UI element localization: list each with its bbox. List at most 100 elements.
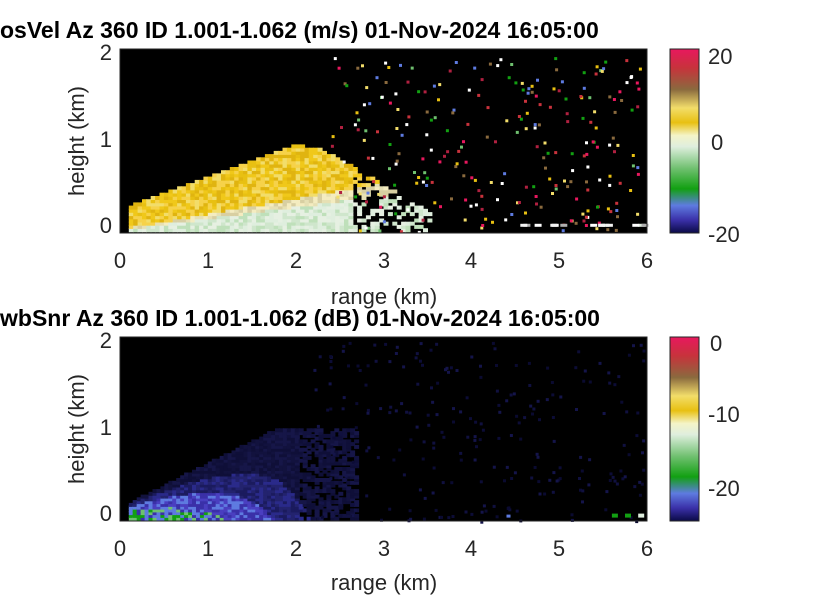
echo-cell (229, 186, 235, 191)
panel-1-xtick: 0 (114, 248, 126, 273)
snr-cell (235, 478, 241, 482)
echo-cell (295, 208, 301, 213)
snr-cell (251, 508, 257, 513)
noise-cell (554, 57, 558, 61)
snr-cell (354, 458, 360, 463)
snr-cell (354, 516, 360, 521)
snr-cell (294, 455, 300, 460)
snr-noise-cell (479, 375, 483, 379)
snr-cell (350, 472, 356, 477)
echo-cell (168, 228, 174, 233)
noise-cell (477, 93, 481, 97)
echo-cell (273, 192, 279, 197)
echo-cell (405, 221, 411, 226)
noise-cell (372, 180, 376, 184)
snr-cell (271, 461, 277, 466)
snr-cell (334, 508, 340, 513)
snr-cell (310, 439, 316, 444)
echo-cell (168, 215, 174, 220)
snr-cell (231, 458, 237, 463)
snr-cell (350, 480, 356, 485)
snr-cell (172, 491, 178, 496)
echo-cell (243, 208, 248, 213)
panel-1-xtick: 4 (465, 248, 477, 273)
snr-cell (259, 475, 265, 480)
echo-cell (194, 212, 200, 217)
noise-cell (417, 230, 421, 234)
noise-cell (548, 177, 552, 181)
echo-cell (234, 179, 240, 184)
snr-cell (180, 483, 186, 488)
snr-cell (322, 513, 328, 518)
snr-cell (346, 511, 352, 516)
echo-cell (313, 150, 319, 155)
echo-cell (423, 212, 428, 217)
snr-cell (235, 467, 241, 471)
snr-noise-cell (638, 480, 642, 484)
snr-noise-cell (452, 407, 455, 411)
echo-cell (221, 212, 226, 217)
echo-cell (163, 199, 169, 204)
snr-noise-cell (577, 350, 581, 354)
echo-cell (190, 215, 196, 220)
snr-cell (239, 505, 245, 510)
snr-cell (219, 472, 225, 477)
echo-cell (273, 218, 279, 223)
snr-noise-cell (329, 360, 333, 363)
echo-cell (344, 186, 349, 191)
snr-cell (354, 464, 360, 469)
noise-cell (425, 133, 429, 137)
snr-cell (342, 439, 348, 444)
snr-cell (176, 478, 182, 482)
snr-cell (199, 491, 205, 496)
echo-cell (295, 199, 301, 204)
echo-cell (181, 202, 187, 207)
snr-cell (172, 505, 178, 510)
snr-cell (223, 453, 229, 458)
echo-cell (177, 189, 183, 194)
snr-noise-cell (421, 363, 424, 367)
snr-cell (267, 502, 273, 507)
snr-cell (338, 513, 344, 518)
snr-cell (282, 458, 288, 463)
snr-cell (132, 502, 138, 507)
echo-cell (313, 202, 319, 207)
echo-cell (295, 154, 301, 159)
echo-cell (207, 202, 213, 207)
snr-cell (207, 508, 213, 513)
echo-cell (199, 186, 205, 191)
panel-2-title: wbSnr Az 360 ID 1.001-1.062 (dB) 01-Nov-… (0, 305, 600, 331)
snr-cell (263, 494, 269, 499)
echo-cell (229, 183, 235, 188)
noise-cell (362, 103, 366, 107)
noise-cell (613, 150, 616, 154)
snr-cell (239, 483, 245, 488)
snr-cell (354, 494, 360, 499)
snr-cell (282, 500, 288, 505)
noise-cell (616, 143, 620, 147)
echo-cell (291, 221, 297, 226)
echo-cell (282, 218, 288, 223)
echo-cell (251, 163, 257, 168)
snr-cell (286, 461, 292, 466)
snr-cell (239, 453, 245, 458)
echo-cell (335, 186, 341, 191)
echo-cell (256, 218, 262, 223)
snr-cell (223, 500, 229, 505)
snr-cell (243, 513, 249, 518)
snr-cell (235, 505, 241, 510)
snr-cell (156, 500, 162, 505)
noise-cell (615, 209, 619, 212)
snr-noise-cell (550, 381, 554, 384)
echo-cell (269, 215, 275, 220)
noise-cell (421, 157, 425, 161)
noise-cell (396, 108, 400, 111)
echo-cell (238, 192, 244, 197)
snr-noise-cell (608, 479, 612, 482)
snr-cell (188, 508, 194, 513)
echo-cell (317, 176, 323, 181)
snr-cell (215, 483, 221, 488)
snr-cell (247, 513, 253, 518)
snr-cell (267, 505, 273, 510)
snr-cell (231, 513, 237, 518)
